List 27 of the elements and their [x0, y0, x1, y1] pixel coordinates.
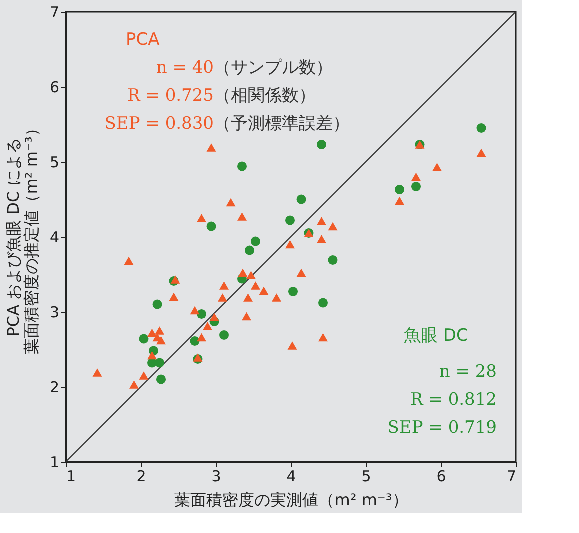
x-axis-title: 葉面積密度の実測値（m² m⁻³） [174, 490, 408, 510]
annotation: n = 40 [156, 58, 214, 78]
x-tick-label: 5 [362, 468, 372, 486]
annotation: （相関係数） [214, 86, 316, 106]
y-tick-label: 1 [50, 454, 60, 472]
y-tick-label: 2 [50, 378, 60, 396]
y-tick-label: 5 [50, 154, 60, 172]
annotation: SEP = 0.830 [104, 114, 214, 134]
x-tick-label: 7 [506, 468, 516, 486]
y-axis-title: PCA および魚眼 DC による葉面積密度の推定値（m² m⁻³） [4, 120, 41, 354]
y-tick-label: 6 [50, 78, 60, 96]
y-tick-label: 7 [50, 4, 60, 22]
y-tick-label: 4 [50, 228, 60, 246]
x-tick-label: 3 [212, 468, 222, 486]
x-tick-label: 6 [436, 468, 446, 486]
annotation: R = 0.725 [127, 86, 214, 106]
x-tick-label: 1 [66, 468, 76, 486]
y-tick-label: 3 [50, 304, 60, 322]
annotation: （予測標準誤差） [214, 114, 350, 134]
annotation: （サンプル数） [214, 58, 333, 78]
text: 魚眼 DC [404, 326, 468, 346]
text: PCA [126, 30, 160, 50]
x-tick-label: 2 [136, 468, 146, 486]
x-tick-label: 4 [286, 468, 296, 486]
annotation: SEP = 0.719 [388, 418, 497, 438]
annotation: R = 0.812 [410, 390, 497, 410]
annotation: n = 28 [439, 362, 497, 382]
